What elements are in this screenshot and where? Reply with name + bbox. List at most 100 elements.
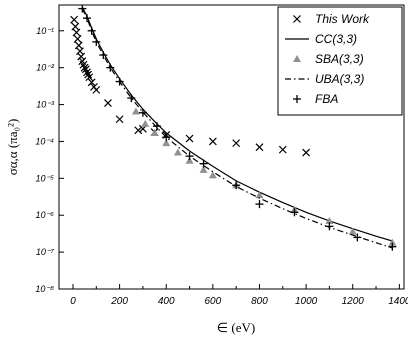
x-marker-stroke: [77, 52, 86, 61]
plot-frame: [58, 4, 405, 290]
x-marker-point: [83, 68, 91, 77]
x-marker-stroke: [104, 99, 112, 107]
plus-marker-point: [87, 26, 96, 35]
x-marker-point: [87, 78, 96, 87]
axis-ticks: 0 200 400 600 800 1000 1200 1400 10⁻⁸ 10⁻⁷ 10⁻⁶ 10⁻…: [35, 26, 408, 307]
legend-entry: This Work: [293, 12, 370, 26]
triangle-marker-point: [325, 216, 334, 224]
plus-marker-point: [99, 51, 108, 60]
x-marker-stroke: [293, 15, 301, 23]
x-marker-stroke: [115, 115, 124, 124]
plus-marker-point: [185, 152, 194, 161]
triangle-marker-point: [162, 139, 171, 147]
triangle-marker-point: [388, 238, 397, 246]
x-marker-stroke: [232, 139, 241, 148]
x-marker-stroke: [73, 35, 82, 43]
triangle-marker-point: [185, 156, 194, 164]
x-marker-stroke: [72, 28, 81, 37]
plus-marker-point: [138, 108, 147, 117]
plus-marker-point: [92, 37, 101, 46]
y-tick-label: 10⁻¹: [36, 26, 54, 36]
plus-marker-point: [162, 133, 171, 142]
plus-marker-point: [199, 159, 208, 168]
plus-marker-point: [290, 208, 299, 217]
x-marker-point: [255, 143, 264, 152]
plus-marker-point: [82, 14, 91, 23]
x-marker-point: [115, 115, 124, 124]
plus-marker-point: [293, 95, 301, 103]
x-tick-label: 1400: [388, 296, 408, 307]
series-cc-3-3-: [81, 6, 393, 242]
plus-marker-point: [152, 122, 161, 131]
x-marker-stroke: [81, 65, 90, 74]
x-marker-point: [208, 137, 217, 146]
triangle-marker-point: [293, 55, 301, 62]
plus-marker-point: [232, 181, 241, 190]
x-marker-stroke: [79, 60, 88, 69]
legend-entry: FBA: [293, 92, 338, 106]
legend-label: CC(3,3): [315, 32, 357, 46]
legend-label: This Work: [315, 12, 370, 26]
triangle-marker-point: [199, 165, 208, 173]
x-tick-label: 400: [158, 296, 175, 307]
series-line: [81, 8, 393, 249]
x-marker-point: [185, 134, 194, 143]
data-series-layer: [70, 4, 397, 251]
series-fba: [78, 4, 397, 251]
x-tick-label: 200: [110, 296, 128, 307]
x-marker-stroke: [78, 57, 87, 66]
x-marker-stroke: [255, 143, 264, 152]
x-marker-point: [72, 28, 81, 37]
series-sba-3-3-: [131, 107, 397, 246]
x-marker-stroke: [302, 148, 311, 157]
triangle-marker-point: [150, 128, 159, 136]
x-tick-label: 1000: [295, 296, 318, 307]
x-marker-point: [134, 126, 143, 135]
x-marker-point: [92, 85, 101, 94]
x-marker-stroke: [92, 85, 101, 94]
x-marker-stroke: [185, 134, 194, 143]
x-tick-label: 600: [205, 296, 222, 307]
legend-label: UBA(3,3): [315, 72, 364, 86]
y-tick-label: 10⁻⁷: [36, 247, 55, 257]
y-axis-label: σα,α (πa₀²): [5, 119, 20, 176]
series-line: [81, 6, 393, 242]
x-marker-stroke: [134, 126, 143, 135]
triangle-marker-point: [255, 191, 264, 199]
x-marker-stroke: [208, 137, 217, 146]
y-tick-label: 10⁻⁶: [36, 210, 55, 220]
x-marker-stroke: [87, 78, 96, 87]
plus-marker-point: [325, 222, 334, 231]
x-marker-point: [70, 15, 79, 24]
x-marker-point: [85, 73, 94, 82]
legend: This Work CC(3,3) SBA(3,3) UBA(3,3) FBA: [277, 6, 403, 116]
x-marker-point: [77, 52, 86, 61]
y-tick-label: 10⁻³: [36, 100, 55, 110]
x-marker-point: [104, 99, 112, 107]
series-this-work: [70, 15, 311, 157]
x-marker-point: [302, 148, 311, 157]
plus-marker-point: [78, 4, 87, 13]
x-marker-stroke: [85, 73, 94, 82]
y-tick-label: 10⁻⁴: [35, 136, 54, 146]
series-uba-3-3-: [81, 8, 393, 249]
x-tick-label: 0: [70, 296, 76, 307]
x-marker-point: [71, 22, 80, 31]
x-marker-point: [73, 35, 82, 43]
y-tick-label: 10⁻⁸: [35, 284, 54, 294]
x-marker-point: [232, 139, 241, 148]
plus-marker-point: [388, 242, 397, 251]
x-marker-stroke: [70, 15, 79, 24]
plus-marker-point: [255, 200, 264, 209]
x-marker-stroke: [84, 70, 93, 79]
plus-marker-point: [106, 63, 115, 72]
plus-marker-point: [353, 233, 362, 242]
legend-entry: UBA(3,3): [285, 72, 364, 86]
triangle-marker-point: [173, 148, 182, 156]
triangle-marker-point: [141, 119, 150, 127]
x-tick-label: 800: [251, 296, 268, 307]
x-marker-stroke: [71, 22, 80, 31]
plus-marker-point: [115, 77, 124, 86]
legend-entry: CC(3,3): [285, 32, 357, 46]
legend-label: FBA: [315, 92, 338, 106]
